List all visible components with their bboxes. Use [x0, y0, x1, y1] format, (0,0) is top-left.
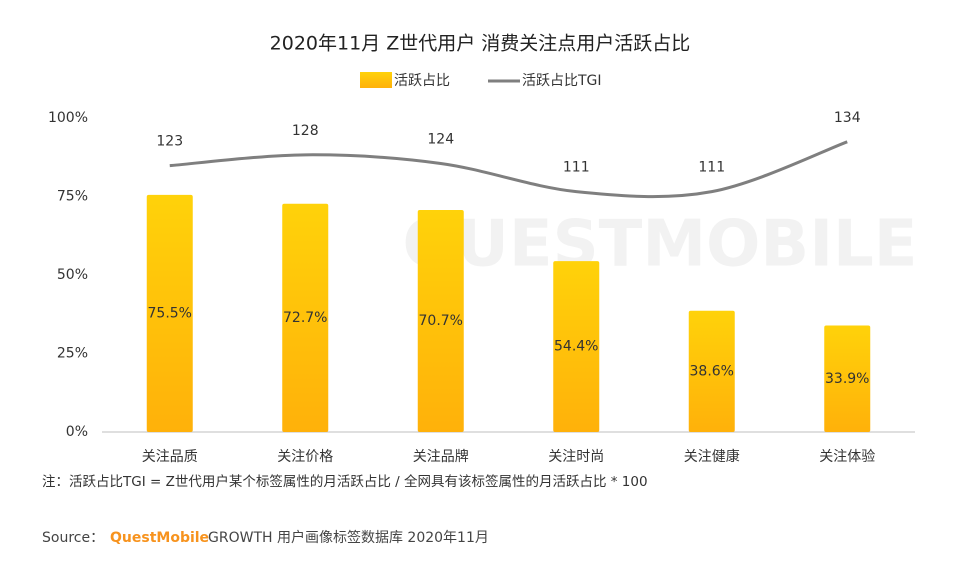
bar — [417, 210, 464, 432]
note: 注：活跃占比TGI = Z世代用户某个标签属性的月活跃占比 / 全网具有该标签属… — [42, 473, 648, 490]
x-tick-label: 关注体验 — [819, 449, 875, 465]
data-label: 123 — [156, 134, 183, 150]
data-label: 134 — [834, 110, 861, 126]
bar — [282, 203, 329, 432]
y-tick-label: 0% — [66, 424, 88, 440]
data-label: 75.5% — [148, 305, 192, 321]
bar — [824, 325, 871, 432]
line — [169, 140, 848, 199]
x-tick-label: 关注健康 — [684, 448, 740, 465]
chart-title: 2020年11月 Z世代用户 消费关注点用户活跃占比 — [270, 33, 691, 55]
y-tick-label: 25% — [57, 346, 88, 362]
watermark: QUESTMOBILE — [402, 208, 917, 282]
data-label: 111 — [563, 160, 590, 176]
bar — [688, 310, 735, 432]
data-label: 38.6% — [690, 363, 734, 379]
source-brand: QuestMobile — [110, 530, 209, 546]
data-label: 111 — [698, 160, 725, 176]
data-label: 128 — [292, 123, 319, 139]
y-tick-label: 50% — [57, 267, 88, 283]
data-label: 72.7% — [283, 310, 327, 326]
data-label: 124 — [427, 131, 454, 147]
data-label: 70.7% — [419, 313, 463, 329]
x-tick-label: 关注品质 — [142, 449, 198, 465]
source-text: GROWTH 用户画像标签数据库 2020年11月 — [208, 529, 489, 546]
y-tick-label: 75% — [57, 189, 88, 205]
x-tick-label: 关注价格 — [277, 449, 333, 465]
bar — [553, 261, 600, 432]
legend-swatch — [360, 72, 392, 88]
x-tick-label: 关注品牌 — [413, 448, 469, 465]
data-label: 54.4% — [554, 339, 598, 355]
source-prefix: Source： — [42, 530, 104, 546]
legend-label: 活跃占比 — [394, 73, 450, 89]
y-tick-label: 100% — [48, 110, 88, 126]
legend-label: 活跃占比TGI — [522, 73, 602, 89]
data-label: 33.9% — [825, 371, 869, 387]
bar — [146, 194, 193, 432]
x-tick-label: 关注时尚 — [548, 449, 604, 465]
